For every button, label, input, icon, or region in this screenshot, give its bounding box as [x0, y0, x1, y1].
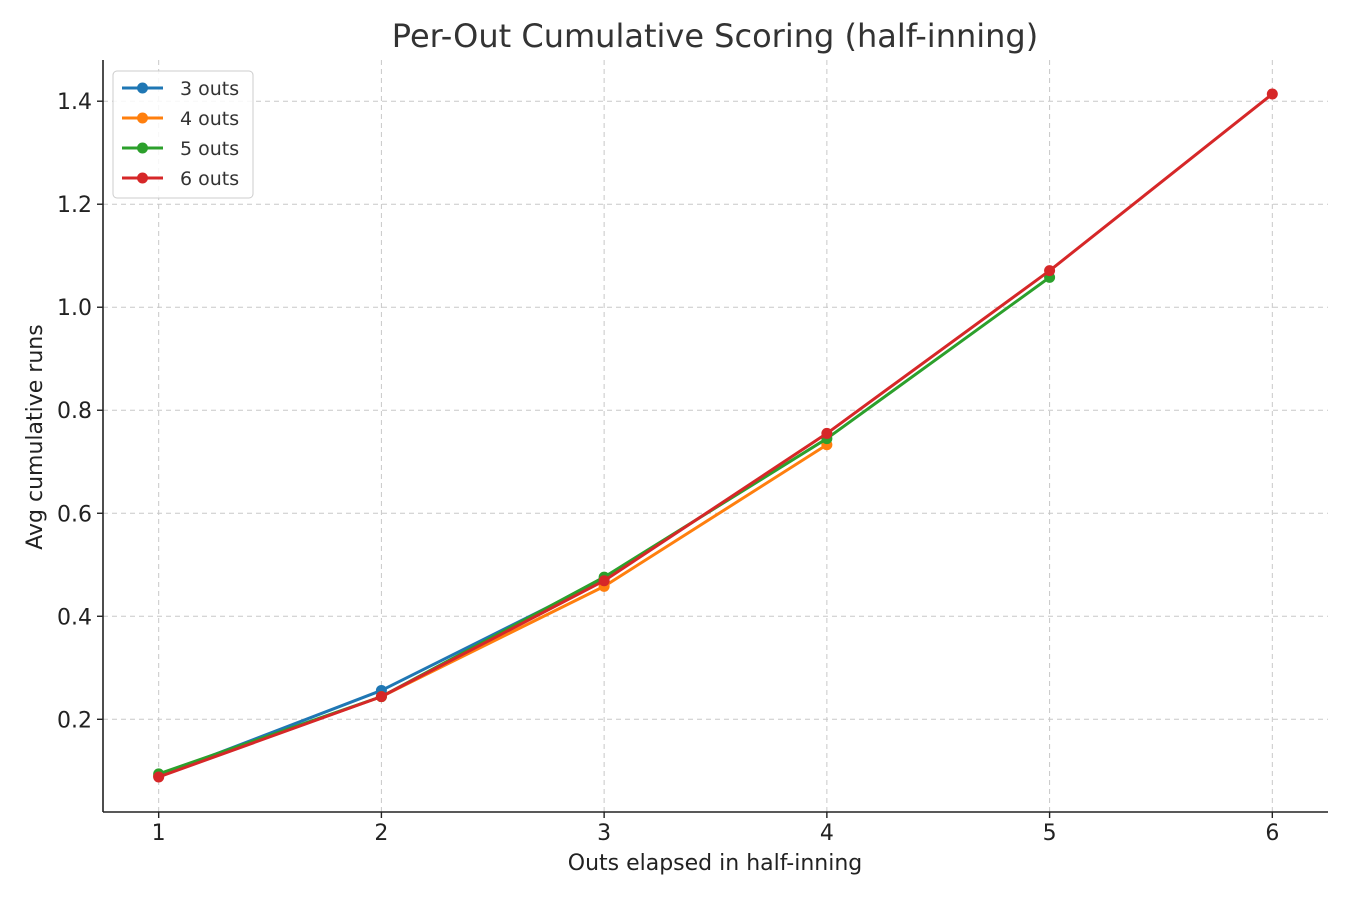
- axes: [102, 60, 1328, 813]
- y-tick-label: 0.6: [57, 502, 92, 527]
- series-line: [157, 443, 829, 778]
- data-point: [153, 771, 165, 783]
- legend-item: 6 outs: [122, 168, 239, 190]
- legend-frame: [112, 70, 254, 199]
- legend-label: 4 outs: [180, 108, 239, 130]
- x-tick-label: 2: [374, 821, 388, 846]
- x-tick-label: 6: [1265, 821, 1279, 846]
- y-axis-label: Avg cumulative runs: [23, 324, 48, 549]
- series-4: [153, 88, 1278, 783]
- x-axis-ticks: 1 2 3 4 5 6: [152, 812, 1279, 846]
- legend-swatch-marker: [137, 142, 148, 154]
- legend-swatch-marker: [137, 172, 148, 184]
- legend-swatch-marker: [137, 82, 148, 94]
- series-2: [153, 439, 833, 782]
- legend-label: 5 outs: [180, 138, 239, 160]
- legend: 3 outs 4 outs 5 outs 6 outs: [112, 70, 254, 199]
- data-point: [598, 575, 610, 587]
- data-point: [1044, 265, 1056, 277]
- y-tick-label: 1.2: [57, 193, 92, 218]
- y-tick-label: 0.8: [57, 399, 92, 424]
- legend-swatch-marker: [137, 112, 148, 124]
- x-axis-label: Outs elapsed in half-inning: [568, 851, 862, 876]
- x-tick-label: 5: [1043, 821, 1057, 846]
- x-tick-label: 3: [597, 821, 611, 846]
- x-tick-label: 1: [152, 821, 166, 846]
- y-tick-label: 0.4: [57, 605, 92, 630]
- series-line: [157, 92, 1274, 779]
- data-point: [821, 427, 833, 439]
- y-tick-label: 1.4: [57, 90, 92, 115]
- legend-item: 3 outs: [122, 78, 239, 100]
- x-tick-label: 4: [820, 821, 834, 846]
- legend-label: 3 outs: [180, 78, 239, 100]
- series: [153, 88, 1278, 783]
- y-axis-ticks: 0.2 0.4 0.6 0.8 1.0 1.2 1.4: [57, 90, 103, 733]
- legend-item: 4 outs: [122, 108, 239, 130]
- chart-title: Per-Out Cumulative Scoring (half-inning): [392, 17, 1038, 55]
- legend-item: 5 outs: [122, 138, 239, 160]
- data-point: [375, 691, 387, 703]
- y-tick-label: 1.0: [57, 296, 92, 321]
- data-point: [1266, 88, 1278, 100]
- grid: [103, 60, 1328, 812]
- legend-label: 6 outs: [180, 168, 239, 190]
- y-tick-label: 0.2: [57, 708, 92, 733]
